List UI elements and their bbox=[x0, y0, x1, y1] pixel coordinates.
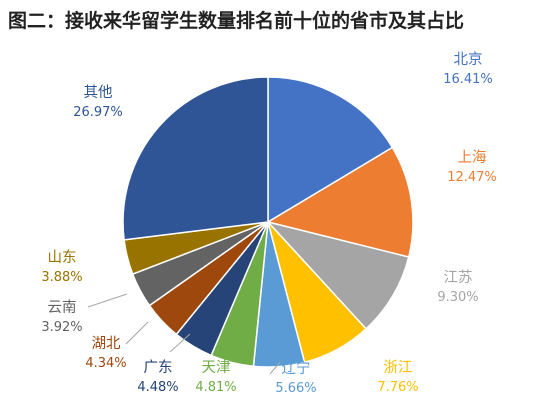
slice-label-value-5: 4.81% bbox=[195, 380, 236, 395]
slice-label-name-8: 云南 bbox=[48, 299, 77, 316]
slice-label-name-0: 北京 bbox=[454, 51, 483, 68]
slice-label-value-0: 16.41% bbox=[443, 72, 493, 87]
pie-slice-1 bbox=[266, 146, 414, 258]
pie-slice-10 bbox=[122, 76, 269, 241]
slice-label-name-10: 其他 bbox=[84, 84, 113, 101]
leader-line-7 bbox=[125, 321, 149, 345]
slice-label-value-1: 12.47% bbox=[447, 170, 497, 185]
slice-labels: 北京 16.41% 上海 12.47% 江苏 9.30% 浙江 7.76% 辽宁 5.66% 天津 4… bbox=[41, 51, 496, 396]
slice-label-value-4: 5.66% bbox=[275, 381, 316, 396]
slice-label-name-4: 辽宁 bbox=[282, 360, 311, 377]
slice-label-value-2: 9.30% bbox=[437, 290, 478, 305]
slice-label-name-6: 广东 bbox=[144, 359, 173, 376]
leader-lines bbox=[87, 293, 281, 375]
slice-label-value-8: 3.92% bbox=[41, 320, 82, 335]
slice-label-name-1: 上海 bbox=[458, 149, 487, 166]
slice-label-name-3: 浙江 bbox=[384, 359, 413, 376]
slice-label-value-3: 7.76% bbox=[377, 380, 418, 395]
leader-line-8 bbox=[87, 293, 128, 308]
pie-slice-0 bbox=[267, 76, 394, 224]
slice-label-value-7: 4.34% bbox=[85, 356, 126, 371]
leader-line-6 bbox=[169, 333, 191, 353]
slice-label-name-5: 天津 bbox=[202, 359, 231, 376]
slice-label-name-2: 江苏 bbox=[444, 269, 473, 286]
slice-label-name-9: 山东 bbox=[48, 249, 77, 266]
leader-line-4 bbox=[269, 361, 281, 375]
chart-title: 图二：接收来华留学生数量排名前十位的省市及其占比 bbox=[8, 10, 465, 32]
slice-label-value-10: 26.97% bbox=[73, 105, 123, 120]
pie-slice-2 bbox=[265, 220, 410, 330]
pie-slices bbox=[122, 76, 414, 368]
slice-label-name-7: 湖北 bbox=[92, 335, 121, 352]
slice-label-value-9: 3.88% bbox=[41, 270, 82, 285]
slice-label-value-6: 4.48% bbox=[137, 380, 178, 395]
